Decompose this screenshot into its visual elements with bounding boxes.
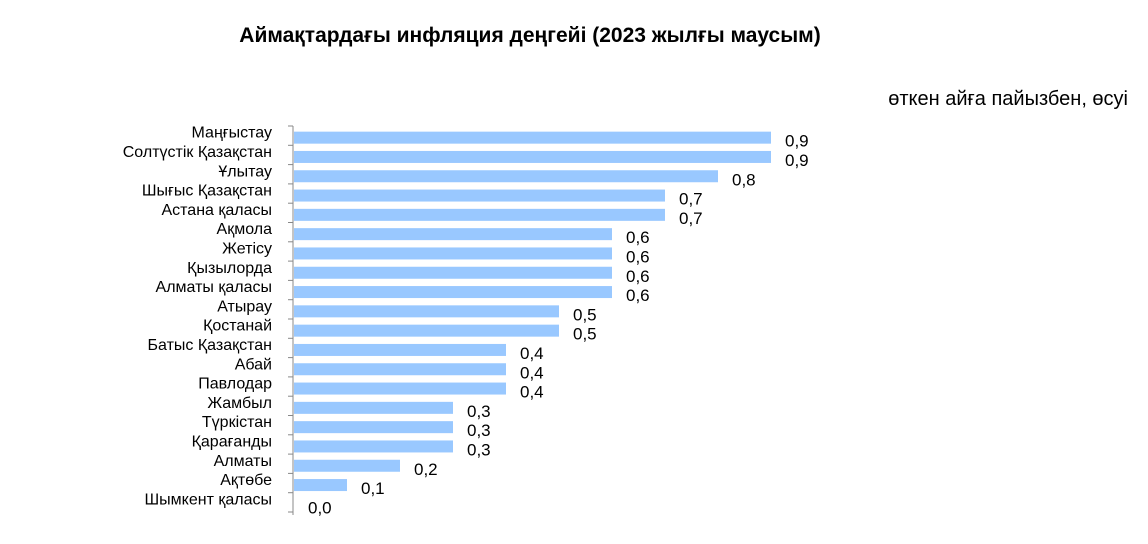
category-label: Астана қаласы bbox=[161, 202, 272, 219]
category-label: Қызылорда bbox=[187, 260, 272, 277]
value-label: 0,6 bbox=[626, 267, 650, 286]
value-label: 0,5 bbox=[573, 325, 597, 344]
bars-layer: Маңғыстау 0,9 Солтүстік Қазақстан 0,9 Ұлытау… bbox=[123, 125, 809, 518]
value-label: 0,4 bbox=[520, 363, 544, 382]
category-label: Жамбыл bbox=[207, 395, 272, 412]
category-label: Маңғыстау bbox=[192, 125, 272, 142]
chart-title: Аймақтардағы инфляция деңгейі (2023 жылғ… bbox=[239, 24, 821, 47]
value-label: 0,6 bbox=[626, 286, 650, 305]
bar bbox=[294, 459, 400, 472]
bar bbox=[294, 440, 453, 453]
bar bbox=[294, 189, 665, 202]
value-label: 0,4 bbox=[520, 383, 544, 402]
category-label: Қарағанды bbox=[192, 433, 272, 450]
category-label: Ұлытау bbox=[218, 163, 272, 180]
category-label: Атырау bbox=[217, 298, 272, 315]
bar bbox=[294, 170, 718, 183]
value-label: 0,3 bbox=[467, 440, 491, 459]
category-label: Батыс Қазақстан bbox=[148, 337, 272, 354]
category-label: Павлодар bbox=[198, 376, 272, 393]
bar bbox=[294, 208, 665, 221]
value-label: 0,9 bbox=[785, 132, 809, 151]
category-label: Жетісу bbox=[222, 240, 272, 257]
value-label: 0,1 bbox=[361, 479, 385, 498]
category-label: Қостанай bbox=[203, 318, 272, 335]
bar bbox=[294, 247, 612, 260]
value-label: 0,4 bbox=[520, 344, 544, 363]
bar bbox=[294, 131, 771, 144]
unit-label: өткен айға пайызбен, өсуі bbox=[888, 88, 1128, 110]
value-label: 0,2 bbox=[414, 460, 438, 479]
category-label: Шығыс Қазақстан bbox=[142, 183, 272, 200]
value-label: 0,0 bbox=[308, 498, 332, 517]
value-label: 0,5 bbox=[573, 305, 597, 324]
bar bbox=[294, 324, 559, 337]
bar bbox=[294, 150, 771, 163]
category-label: Абай bbox=[235, 356, 272, 373]
value-label: 0,9 bbox=[785, 151, 809, 170]
category-label: Шымкент қаласы bbox=[145, 491, 272, 508]
category-label: Алматы bbox=[214, 453, 272, 470]
bar bbox=[294, 286, 612, 299]
bar bbox=[294, 479, 347, 492]
value-label: 0,7 bbox=[679, 209, 703, 228]
bar bbox=[294, 421, 453, 434]
category-label: Ақтөбе bbox=[220, 472, 272, 489]
category-label: Ақмола bbox=[217, 221, 273, 238]
bar bbox=[294, 266, 612, 279]
category-label: Алматы қаласы bbox=[156, 279, 272, 296]
bar bbox=[294, 382, 506, 395]
bar bbox=[294, 363, 506, 376]
value-label: 0,3 bbox=[467, 402, 491, 421]
category-label: Түркістан bbox=[202, 414, 272, 431]
bar bbox=[294, 228, 612, 241]
bar bbox=[294, 401, 453, 414]
value-label: 0,3 bbox=[467, 421, 491, 440]
value-label: 0,6 bbox=[626, 247, 650, 266]
bar bbox=[294, 305, 559, 318]
category-label: Солтүстік Қазақстан bbox=[123, 144, 272, 161]
value-label: 0,8 bbox=[732, 170, 756, 189]
value-label: 0,6 bbox=[626, 228, 650, 247]
value-label: 0,7 bbox=[679, 190, 703, 209]
bar bbox=[294, 343, 506, 356]
